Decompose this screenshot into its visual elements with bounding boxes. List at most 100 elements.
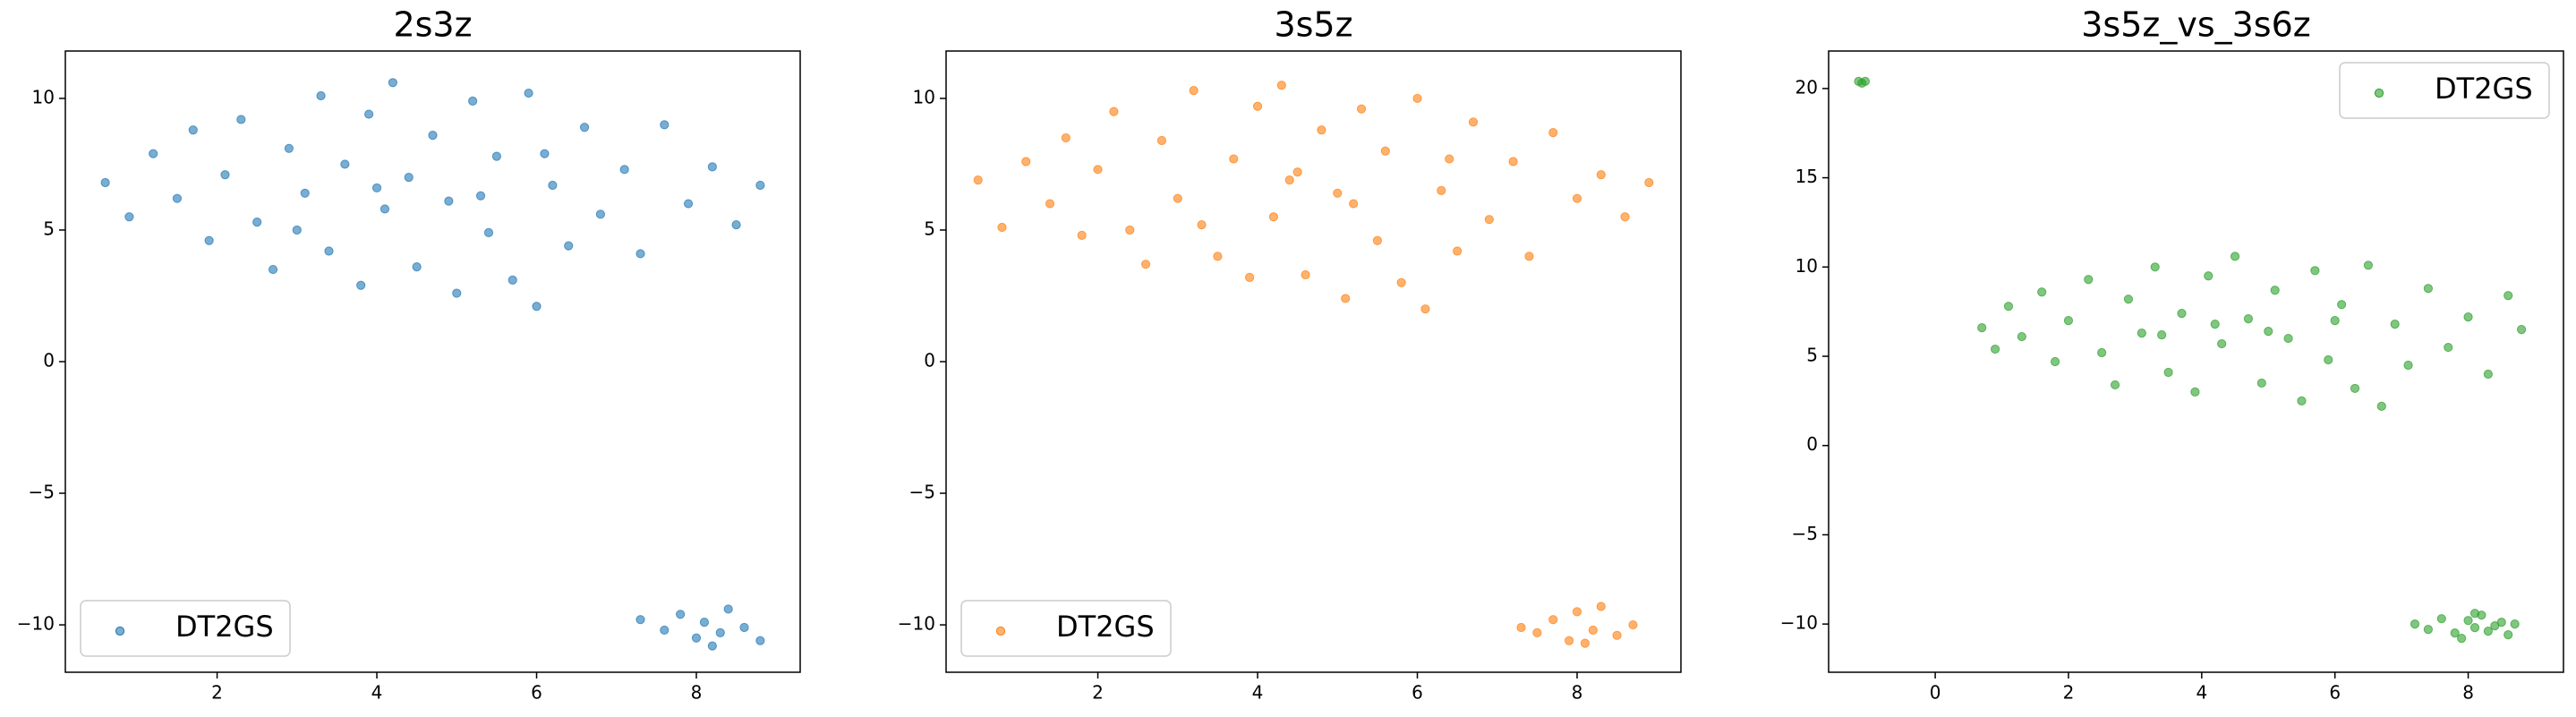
point	[595, 209, 606, 219]
y-tick-label: −10	[1780, 612, 1818, 634]
point	[2503, 291, 2513, 301]
point	[1292, 167, 1302, 177]
point	[524, 88, 533, 98]
point	[204, 235, 214, 245]
point	[1420, 304, 1430, 314]
point	[2157, 329, 2167, 340]
point	[1284, 175, 1294, 185]
point	[1990, 344, 2000, 354]
point	[1628, 619, 1638, 630]
point	[452, 288, 462, 298]
point	[1125, 225, 1135, 235]
point	[292, 225, 302, 235]
point	[1268, 212, 1278, 222]
point	[997, 222, 1007, 233]
point	[2469, 609, 2480, 619]
point	[2210, 320, 2220, 329]
chart-title: 3s5z	[1274, 5, 1352, 45]
point	[1588, 625, 1598, 636]
subplot: 3s5z_vs_3s6z 0 2 4 6 8 −10 −5 0 5 10 15 20 DT2GS	[1780, 5, 2564, 704]
point	[2510, 619, 2520, 629]
point	[2243, 314, 2254, 324]
point	[2330, 316, 2340, 326]
x-tick-label: 2	[1092, 682, 1104, 704]
legend-marker	[2374, 88, 2384, 98]
axes-frame	[945, 50, 1682, 673]
point	[1596, 602, 1606, 611]
point	[2063, 316, 2074, 326]
point	[2217, 338, 2227, 349]
subplot: 3s5z 2 4 6 8 −10 −5 0 5 10 DT2GS	[898, 5, 1682, 704]
point	[676, 610, 686, 619]
point	[1612, 630, 1622, 640]
point	[1532, 627, 1542, 637]
point	[1109, 107, 1119, 116]
point	[2123, 294, 2134, 304]
legend-marker	[115, 626, 125, 636]
point	[1252, 101, 1263, 111]
point	[1077, 230, 1087, 240]
point	[1524, 252, 1534, 261]
point	[2230, 252, 2240, 261]
point	[284, 143, 294, 153]
point	[1197, 219, 1207, 230]
point	[2310, 266, 2320, 276]
point	[1341, 294, 1351, 303]
point	[2496, 618, 2506, 627]
point	[2050, 356, 2060, 367]
point	[2204, 271, 2213, 281]
point	[2137, 328, 2146, 338]
y-tick-label: 10	[913, 86, 935, 107]
point	[2483, 369, 2493, 380]
point	[2150, 262, 2160, 272]
point	[540, 149, 550, 158]
point	[2503, 630, 2513, 640]
x-tick-label: 8	[1572, 682, 1583, 704]
point	[635, 249, 645, 259]
point	[691, 633, 702, 643]
point	[1156, 135, 1167, 146]
point	[2337, 300, 2347, 310]
x-tick-label: 6	[531, 682, 542, 704]
point	[1229, 154, 1239, 164]
point	[1333, 188, 1343, 198]
point	[2463, 312, 2473, 322]
point	[124, 212, 134, 222]
y-tick-label: 20	[1796, 76, 1818, 98]
point	[1173, 193, 1182, 203]
point	[340, 159, 350, 169]
x-tick-label: 4	[2196, 682, 2207, 704]
point	[1445, 154, 1454, 164]
point	[188, 125, 198, 135]
point	[1301, 269, 1310, 280]
point	[100, 177, 110, 188]
legend-label: DT2GS	[175, 610, 274, 644]
point	[412, 262, 422, 272]
point	[1093, 165, 1103, 175]
point	[2363, 260, 2374, 270]
point	[731, 219, 741, 230]
legend-box	[80, 600, 291, 657]
point	[2423, 625, 2434, 635]
point	[1857, 78, 1867, 88]
x-tick-label: 4	[1252, 682, 1264, 704]
point	[755, 636, 765, 645]
x-tick-label: 2	[2063, 682, 2075, 704]
point	[1453, 246, 1463, 256]
point	[715, 627, 725, 637]
point	[683, 199, 694, 209]
point	[2457, 634, 2467, 644]
y-tick-label: 15	[1796, 166, 1818, 187]
point	[2483, 627, 2493, 636]
point	[1620, 212, 1630, 222]
point	[707, 162, 717, 172]
point	[1021, 157, 1031, 166]
point	[2264, 326, 2273, 337]
point	[2324, 354, 2333, 365]
point	[324, 246, 334, 256]
point	[1140, 260, 1151, 269]
point	[1245, 272, 1255, 282]
point	[2037, 287, 2047, 297]
point	[1548, 128, 1558, 138]
point	[300, 188, 310, 198]
